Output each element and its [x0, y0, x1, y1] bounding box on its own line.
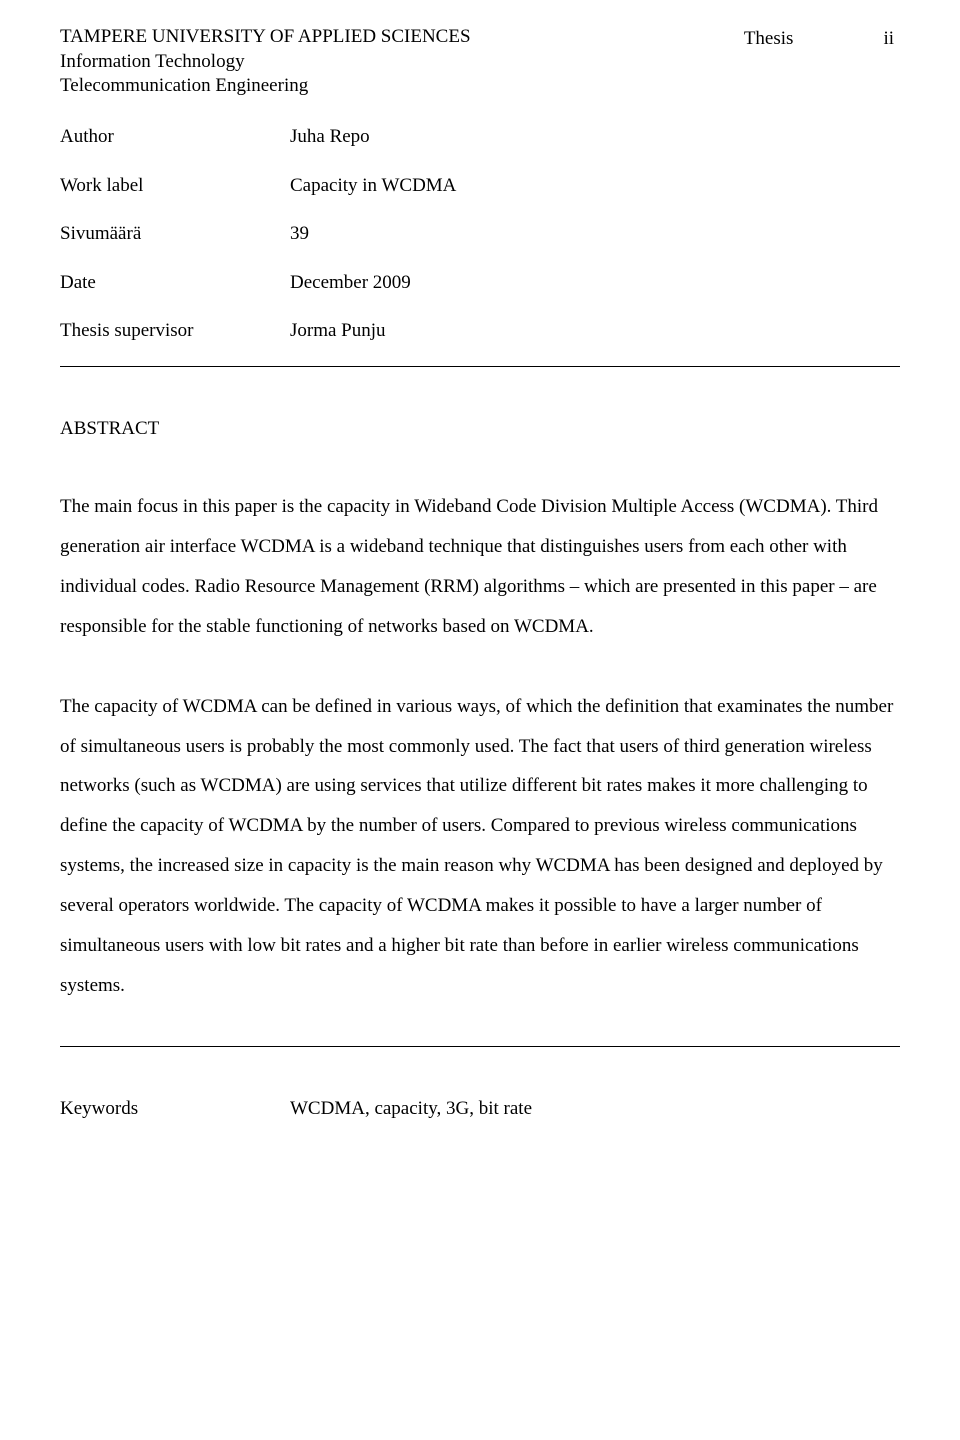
abstract-paragraph-2: The capacity of WCDMA can be defined in … [60, 687, 900, 1006]
department-2: Telecommunication Engineering [60, 74, 744, 99]
supervisor-label: Thesis supervisor [60, 317, 290, 346]
keywords-row: Keywords WCDMA, capacity, 3G, bit rate [60, 1095, 900, 1124]
divider-bottom [60, 1046, 900, 1047]
keywords-value: WCDMA, capacity, 3G, bit rate [290, 1095, 532, 1124]
supervisor-value: Jorma Punju [290, 317, 386, 346]
meta-date-row: Date December 2009 [60, 269, 900, 298]
abstract-title: ABSTRACT [60, 415, 900, 444]
pages-label: Sivumäärä [60, 220, 290, 249]
meta-supervisor-row: Thesis supervisor Jorma Punju [60, 317, 900, 346]
page-number: ii [883, 25, 894, 54]
worklabel-value: Capacity in WCDMA [290, 172, 456, 201]
divider-top [60, 366, 900, 367]
date-label: Date [60, 269, 290, 298]
meta-worklabel-row: Work label Capacity in WCDMA [60, 172, 900, 201]
doc-type: Thesis [744, 25, 794, 54]
pages-value: 39 [290, 220, 309, 249]
author-value: Juha Repo [290, 123, 370, 152]
abstract-paragraph-1: The main focus in this paper is the capa… [60, 487, 900, 647]
keywords-label: Keywords [60, 1095, 290, 1124]
author-label: Author [60, 123, 290, 152]
header-right: Thesis ii [744, 25, 900, 54]
date-value: December 2009 [290, 269, 411, 298]
university-name: TAMPERE UNIVERSITY OF APPLIED SCIENCES [60, 25, 744, 50]
meta-author-row: Author Juha Repo [60, 123, 900, 152]
department-1: Information Technology [60, 50, 744, 75]
worklabel-label: Work label [60, 172, 290, 201]
meta-pages-row: Sivumäärä 39 [60, 220, 900, 249]
page-header: TAMPERE UNIVERSITY OF APPLIED SCIENCES I… [60, 25, 900, 99]
header-left: TAMPERE UNIVERSITY OF APPLIED SCIENCES I… [60, 25, 744, 99]
